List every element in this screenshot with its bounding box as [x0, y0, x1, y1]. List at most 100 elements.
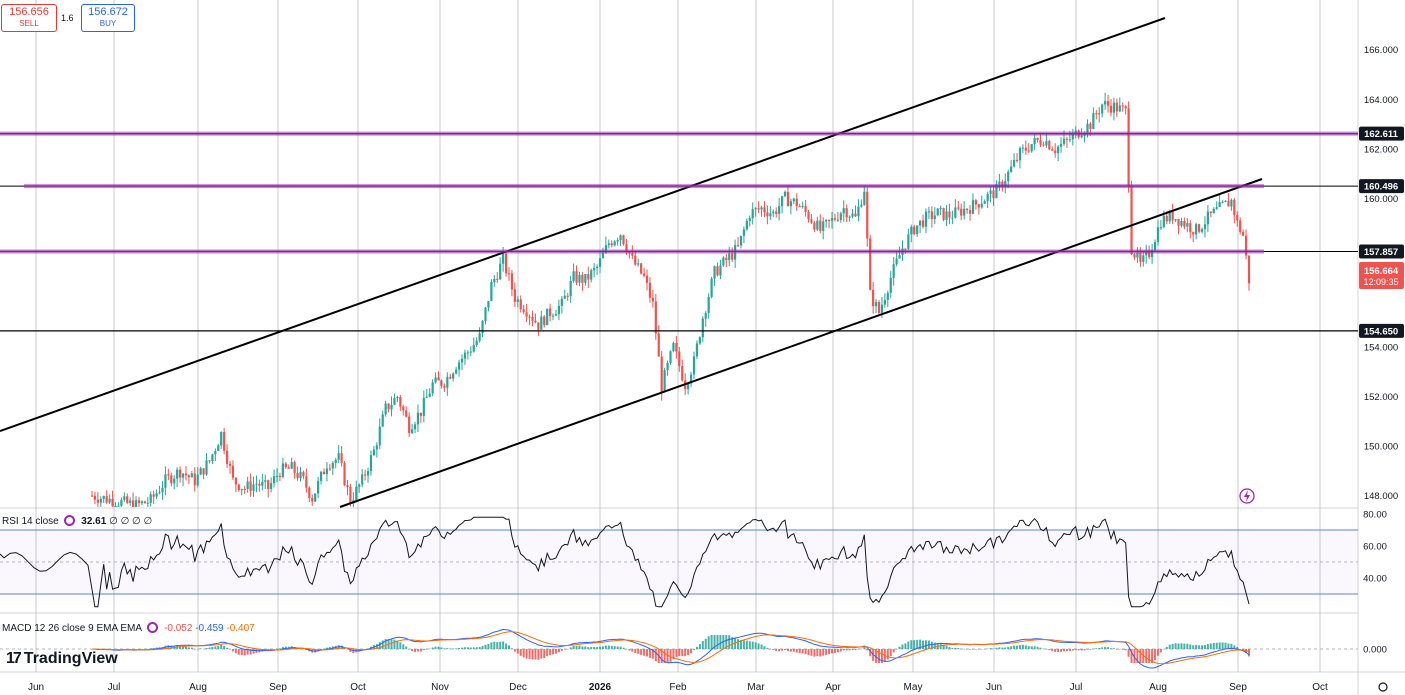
candle-up: [102, 496, 105, 499]
candle-up: [933, 215, 936, 220]
candle-down: [405, 410, 408, 417]
sell-button[interactable]: 156.656 SELL: [1, 4, 57, 32]
macd-histogram-bar: [590, 646, 593, 649]
candle-down: [866, 191, 869, 239]
candle-up: [546, 308, 549, 326]
candle-down: [1054, 150, 1057, 154]
macd-histogram-bar: [578, 645, 581, 649]
candle-down: [974, 200, 978, 205]
candle-up: [490, 281, 493, 302]
candle-up: [916, 225, 919, 234]
settings-icon[interactable]: [64, 515, 76, 526]
macd-histogram-bar: [951, 647, 954, 649]
candle-up: [707, 296, 710, 313]
y-tick-label: 164.000: [1364, 95, 1398, 106]
macd-histogram-bar: [422, 649, 425, 651]
candle-up: [1080, 135, 1083, 138]
macd-histogram-bar: [202, 648, 205, 650]
candle-down: [833, 218, 837, 220]
macd-histogram-bar: [681, 649, 684, 657]
candle-down: [549, 308, 552, 317]
macd-histogram-bar: [1033, 646, 1036, 649]
macd-histogram-bar: [816, 649, 819, 657]
candle-down: [1048, 141, 1051, 150]
candle-up: [452, 373, 455, 379]
candle-up: [469, 351, 472, 353]
macd-histogram-bar: [992, 648, 995, 649]
candle-up: [789, 201, 792, 207]
macd-histogram-bar: [563, 649, 566, 650]
macd-histogram-bar: [1083, 649, 1086, 651]
candle-down: [126, 496, 129, 503]
candle-up: [466, 352, 469, 354]
macd-histogram-bar: [349, 649, 352, 652]
macd-histogram-bar: [170, 645, 173, 649]
macd-histogram-bar: [378, 642, 381, 649]
macd-histogram-bar: [792, 649, 795, 652]
candle-down: [143, 501, 146, 504]
candle-up: [728, 253, 731, 261]
macd-histogram-bar: [1074, 649, 1077, 651]
macd-histogram-bar: [833, 649, 836, 653]
candle-down: [1051, 149, 1054, 151]
candle-down: [510, 273, 514, 290]
macd-histogram-bar: [137, 649, 140, 650]
macd-histogram-bar: [819, 649, 822, 657]
macd-histogram-bar: [455, 648, 458, 649]
rsi-legend[interactable]: RSI 14 close 32.61 ∅ ∅ ∅ ∅: [2, 515, 152, 527]
candle-down: [631, 253, 634, 256]
candle-up: [99, 498, 102, 503]
macd-histogram-bar: [581, 646, 584, 649]
candle-down: [1139, 252, 1142, 262]
candle-up: [1162, 215, 1165, 228]
candle-up: [416, 412, 420, 425]
x-tick-label: Jun: [986, 682, 1002, 693]
candle-down: [1015, 159, 1019, 161]
macd-histogram-bar: [842, 649, 845, 651]
candle-up: [217, 445, 220, 451]
macd-histogram-bar: [143, 648, 146, 650]
candle-up: [1021, 147, 1024, 149]
macd-histogram-bar: [604, 645, 607, 649]
candle-up: [331, 463, 334, 469]
macd-histogram-bar: [892, 649, 895, 653]
macd-histogram-bar: [669, 649, 672, 663]
macd-legend[interactable]: MACD 12 26 close 9 EMA EMA -0.052 -0.459…: [2, 622, 255, 634]
macd-histogram-bar: [748, 641, 751, 649]
candle-down: [267, 480, 270, 489]
candle-up: [560, 298, 563, 306]
buy-button[interactable]: 156.672 BUY: [81, 4, 135, 32]
macd-histogram-bar: [281, 647, 284, 649]
candle-up: [261, 481, 264, 486]
buy-label: BUY: [99, 19, 117, 28]
macd-histogram-bar: [384, 638, 387, 649]
macd-histogram-bar: [446, 648, 449, 649]
candle-up: [619, 235, 622, 241]
macd-histogram-bar: [1018, 644, 1021, 649]
macd-histogram-bar: [901, 644, 904, 649]
candle-down: [443, 385, 446, 388]
candle-up: [607, 243, 610, 246]
candle-up: [590, 270, 593, 280]
macd-histogram-bar: [599, 646, 602, 649]
x-tick-label: Apr: [825, 682, 841, 693]
candle-down: [1024, 147, 1027, 151]
candle-up: [455, 369, 458, 374]
macd-histogram-bar: [772, 649, 775, 651]
candle-up: [748, 218, 751, 221]
candle-down: [642, 273, 646, 276]
macd-histogram-bar: [687, 649, 690, 656]
macd-histogram-bar: [146, 648, 149, 650]
candle-up: [1153, 242, 1157, 251]
candle-up: [272, 476, 276, 484]
tradingview-logo[interactable]: 17 TradingView: [6, 650, 118, 668]
macd-histogram-bar: [546, 649, 549, 657]
macd-histogram-bar: [1098, 647, 1101, 649]
candle-up: [551, 315, 555, 317]
macd-histogram-bar: [801, 649, 804, 654]
macd-histogram-bar: [1168, 644, 1171, 649]
settings-icon[interactable]: [147, 622, 159, 633]
macd-histogram-bar: [728, 635, 731, 649]
macd-histogram-bar: [845, 649, 848, 651]
